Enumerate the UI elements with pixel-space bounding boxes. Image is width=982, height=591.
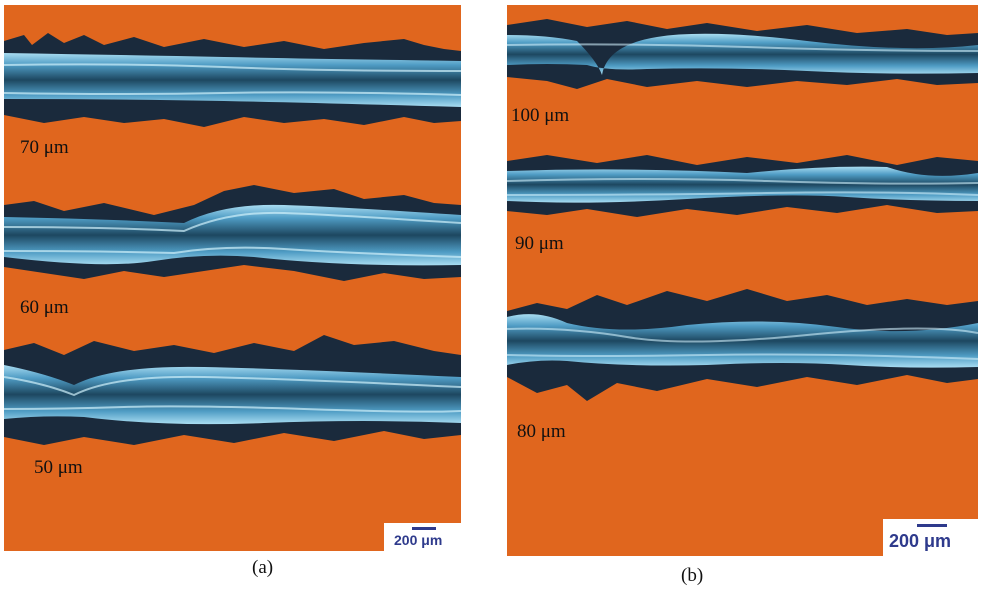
substrate (507, 5, 978, 556)
track-100um (507, 19, 978, 89)
scale-bar-label-a: 200 μm (394, 532, 443, 548)
track-50um (4, 335, 461, 445)
micrograph-b-image (507, 5, 978, 556)
caption-b: (b) (681, 565, 704, 586)
scale-bar-label-b: 200 μm (889, 531, 952, 551)
track-70um (4, 33, 461, 127)
micrograph-a-image (4, 5, 461, 551)
scale-bar-box-b: 200 μm (883, 519, 978, 556)
micrograph-panel-b: 100 μm 90 μm 80 μm 200 μm (507, 5, 978, 556)
scale-bar-a (412, 527, 436, 530)
micrograph-panel-a: 70 μm 60 μm 50 μm 200 μm (4, 5, 461, 551)
caption-a: (a) (252, 557, 274, 578)
track-label-90um: 90 μm (515, 233, 564, 254)
track-80um (507, 289, 978, 401)
track-60um (4, 185, 461, 281)
track-90um (507, 155, 978, 217)
scale-bar-b (917, 524, 947, 527)
track-label-80um: 80 μm (517, 421, 566, 442)
track-label-60um: 60 μm (20, 297, 69, 318)
track-label-50um: 50 μm (34, 457, 83, 478)
track-label-70um: 70 μm (20, 137, 69, 158)
track-label-100um: 100 μm (511, 105, 570, 126)
scale-bar-box-a: 200 μm (384, 523, 461, 551)
